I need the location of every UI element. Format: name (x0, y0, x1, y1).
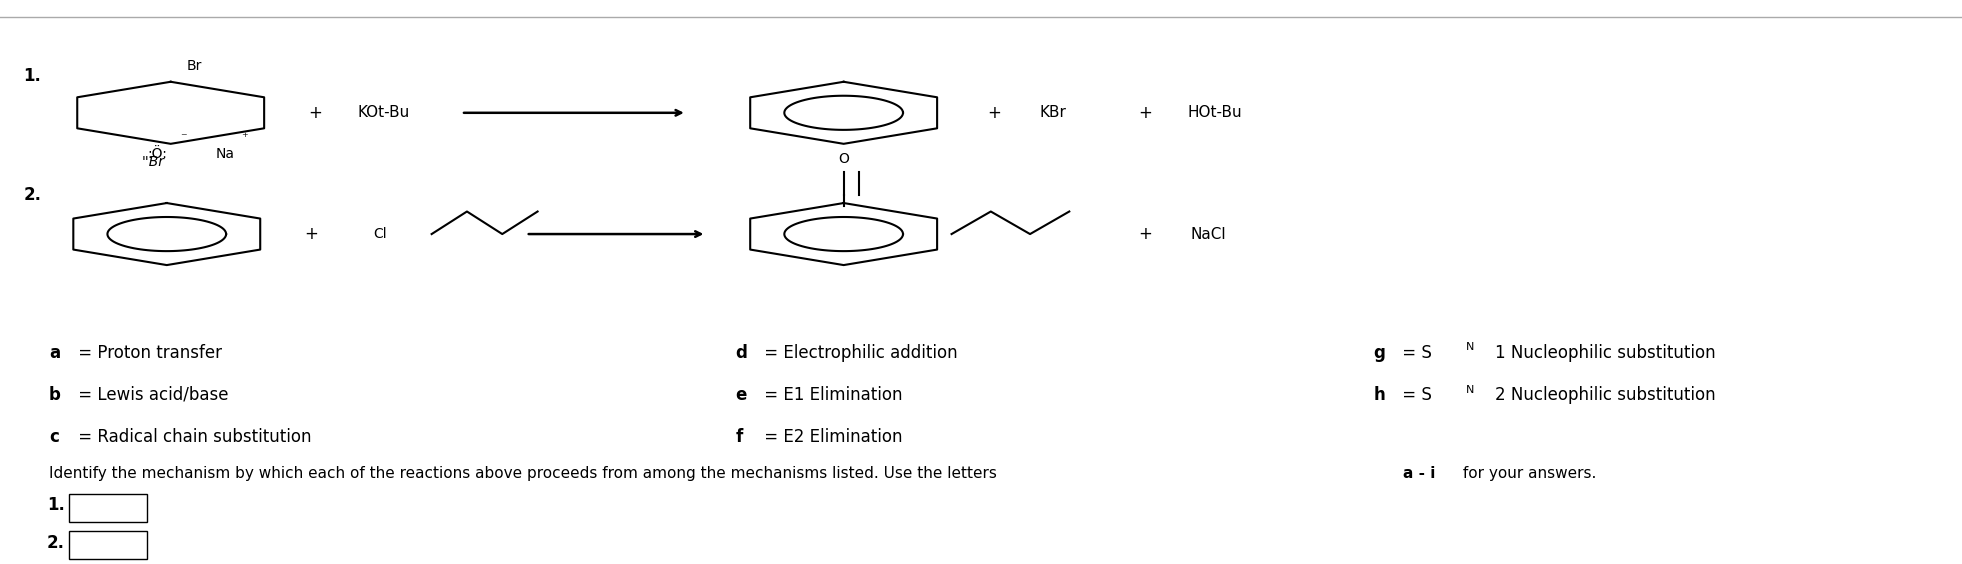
Text: e: e (736, 386, 748, 404)
Text: +: + (308, 104, 322, 122)
Text: Br: Br (186, 59, 202, 73)
Text: Na: Na (216, 147, 235, 161)
Text: = E2 Elimination: = E2 Elimination (759, 428, 903, 446)
Text: +: + (1138, 225, 1152, 243)
Text: b: b (49, 386, 61, 404)
Text: Cl: Cl (373, 227, 387, 241)
Text: f: f (736, 428, 744, 446)
Text: 1.: 1. (47, 496, 65, 514)
Text: a: a (49, 343, 61, 362)
FancyBboxPatch shape (69, 494, 147, 522)
Text: for your answers.: for your answers. (1458, 466, 1597, 481)
Text: h: h (1373, 386, 1385, 404)
Text: 2.: 2. (24, 186, 41, 204)
Text: +: + (987, 104, 1001, 122)
Text: = Proton transfer: = Proton transfer (73, 343, 222, 362)
Text: N: N (1466, 385, 1473, 395)
Text: g: g (1373, 343, 1385, 362)
Text: :Ö:: :Ö: (147, 147, 167, 161)
Text: 2.: 2. (47, 534, 65, 552)
Text: 2 Nucleophilic substitution: 2 Nucleophilic substitution (1495, 386, 1715, 404)
Text: = Radical chain substitution: = Radical chain substitution (73, 428, 312, 446)
Text: a - i: a - i (1403, 466, 1436, 481)
Text: = S: = S (1397, 386, 1432, 404)
Text: = Lewis acid/base: = Lewis acid/base (73, 386, 228, 404)
Text: = S: = S (1397, 343, 1432, 362)
Text: ''Br: ''Br (141, 155, 165, 169)
Text: KBr: KBr (1040, 105, 1067, 120)
FancyBboxPatch shape (69, 531, 147, 559)
Text: NaCl: NaCl (1191, 227, 1226, 241)
Text: KOt-Bu: KOt-Bu (357, 105, 410, 120)
Text: d: d (736, 343, 748, 362)
Text: HOt-Bu: HOt-Bu (1187, 105, 1242, 120)
Text: +: + (304, 225, 318, 243)
Text: ⁺: ⁺ (241, 131, 247, 144)
Text: ⁻: ⁻ (181, 131, 186, 144)
Text: Identify the mechanism by which each of the reactions above proceeds from among : Identify the mechanism by which each of … (49, 466, 1003, 481)
Text: 1.: 1. (24, 67, 41, 85)
Text: +: + (1138, 104, 1152, 122)
Text: c: c (49, 428, 59, 446)
Text: O: O (838, 152, 850, 166)
Text: = Electrophilic addition: = Electrophilic addition (759, 343, 957, 362)
Text: 1 Nucleophilic substitution: 1 Nucleophilic substitution (1495, 343, 1715, 362)
Text: N: N (1466, 342, 1473, 352)
Text: = E1 Elimination: = E1 Elimination (759, 386, 903, 404)
